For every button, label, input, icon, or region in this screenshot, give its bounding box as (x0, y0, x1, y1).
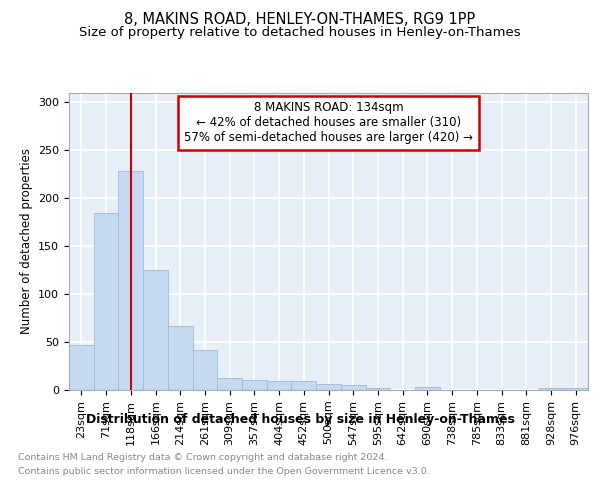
Bar (94, 214, 118, 390)
Y-axis label: Number of detached properties: Number of detached properties (20, 148, 32, 334)
Bar (415, 387, 440, 390)
Bar (292, 382, 316, 390)
Text: Distribution of detached houses by size in Henley-on-Thames: Distribution of detached houses by size … (86, 412, 514, 426)
Text: Contains HM Land Registry data © Crown copyright and database right 2024.: Contains HM Land Registry data © Crown c… (18, 452, 388, 462)
Text: 8, MAKINS ROAD, HENLEY-ON-THAMES, RG9 1PP: 8, MAKINS ROAD, HENLEY-ON-THAMES, RG9 1P… (124, 12, 476, 28)
Text: Size of property relative to detached houses in Henley-on-Thames: Size of property relative to detached ho… (79, 26, 521, 39)
Bar (242, 380, 267, 390)
Bar (168, 326, 193, 390)
Bar (365, 388, 390, 390)
Bar (118, 171, 143, 390)
Bar (267, 382, 292, 390)
Text: 8 MAKINS ROAD: 134sqm
← 42% of detached houses are smaller (310)
57% of semi-det: 8 MAKINS ROAD: 134sqm ← 42% of detached … (184, 102, 473, 144)
Bar (539, 388, 563, 390)
Bar (143, 270, 168, 390)
Bar (193, 350, 217, 390)
Bar (316, 384, 341, 390)
Bar (69, 345, 94, 390)
Bar (341, 385, 365, 390)
Bar (217, 378, 242, 390)
Bar (563, 388, 588, 390)
Text: Contains public sector information licensed under the Open Government Licence v3: Contains public sector information licen… (18, 468, 430, 476)
